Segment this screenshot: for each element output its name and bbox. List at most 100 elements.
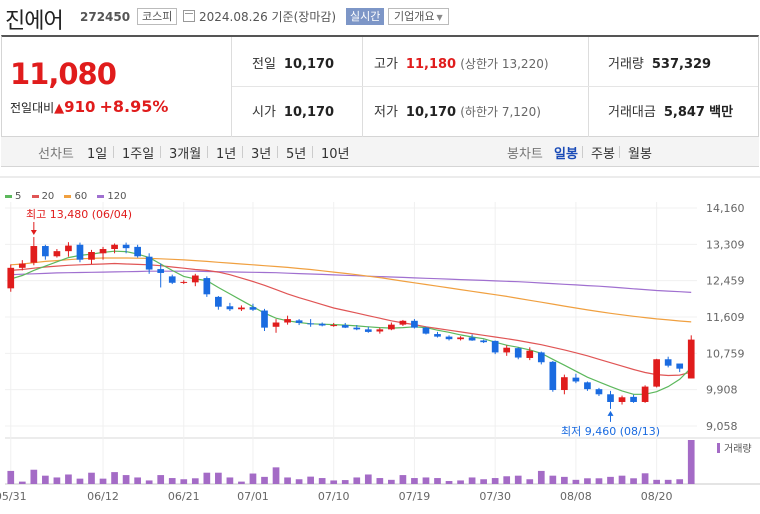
candle-body [676,363,684,369]
divider [619,146,620,158]
candle-body [168,276,176,283]
volume-bar [295,479,303,484]
volume-bar [491,478,499,484]
price-change: 전일대비▲910 +8.95% [10,97,168,116]
volume-bar [145,480,153,484]
volume-bar [180,479,188,484]
stock-header: 진에어 272450 코스피 2024.08.26 기준(장마감) 실시간 기업… [0,0,760,34]
candle-body [76,244,84,260]
candle-body [399,320,407,325]
divider [231,37,232,137]
ma5-line [10,250,692,395]
ma60-line [10,257,692,323]
divider [312,146,313,158]
legend-ma20: 20 [31,191,54,202]
volume-bar [422,477,430,484]
volume-bar [7,470,15,484]
candle-body [422,327,430,334]
divider [582,146,583,158]
volume-bar [537,470,545,484]
candle-body [99,249,107,254]
volume-bar [561,476,568,484]
candle-weekly[interactable]: 주봉 [591,147,615,162]
realtime-button[interactable]: 실시간 [346,8,385,25]
candle-body [572,377,580,382]
candle-body [157,269,165,273]
volume-bar [341,480,349,484]
x-tick-label: 06/12 [87,490,119,503]
volume-bar [134,477,141,484]
divider [113,146,114,158]
volume-bar [480,479,487,484]
range-3y[interactable]: 3년 [251,147,272,162]
volume-bar [687,440,695,484]
volume-bar [18,481,26,484]
stock-chart[interactable]: 5 20 60 120 14,160 13,309 12,459 11,609 10,7… [0,168,760,510]
prev-close: 전일 10,170 [252,53,334,72]
range-1w[interactable]: 1주일 [122,147,155,162]
candle-body [122,244,130,249]
volume-bar [549,475,557,484]
x-tick-label: 07/01 [237,490,269,503]
legend-ma5: 5 [5,191,21,202]
trade-amount: 거래대금 5,847 백만 [608,101,733,120]
company-overview-dropdown[interactable]: 기업개요 ▼ [388,8,449,25]
open-label: 시가 [252,105,276,120]
volume-bar [607,476,614,484]
range-1y[interactable]: 1년 [216,147,237,162]
volume-bar [122,475,130,484]
range-5y[interactable]: 5년 [286,147,307,162]
stock-name: 진에어 [5,9,64,34]
volume-bar [249,473,257,484]
volume-bar [353,477,361,484]
market-badge: 코스피 [137,8,178,25]
candle-body [203,278,211,295]
volume-bar [584,478,591,484]
range-10y[interactable]: 10년 [321,147,350,162]
open-price: 시가 10,170 [252,101,334,120]
high-label: 고가 [374,57,398,72]
volume-bar [284,477,291,484]
candle-chart-label: 봉차트 [507,147,543,162]
min-arrow-icon [607,410,614,416]
candle-body [641,386,649,402]
volume-legend-swatch [717,443,720,453]
amount-label: 거래대금 [608,105,656,120]
y-tick-label: 11,609 [706,311,745,324]
candle-body [145,256,153,270]
candle-body [480,340,487,343]
volume-bar [676,479,684,484]
volume-bar [272,467,280,484]
candle-body [261,310,268,328]
chart-toolbar: 선차트 1일 1주일 3개월 1년 3년 5년 10년 봉차트 일봉 주봉 월봉 [1,137,759,167]
prev-close-value: 10,170 [283,57,335,72]
volume-bar [572,479,580,484]
low-value: 10,170 [405,105,457,120]
volume-bar [457,480,464,484]
divider [277,146,278,158]
range-3m[interactable]: 3개월 [169,147,202,162]
candle-daily[interactable]: 일봉 [554,147,578,162]
max-arrow-icon [30,230,37,236]
range-1d[interactable]: 1일 [87,147,108,162]
candle-body [318,323,326,326]
current-price: 11,080 [10,57,117,91]
volume-bar [238,481,245,484]
volume-label: 거래량 [608,57,644,72]
x-tick-label: 05/31 [0,490,27,503]
candle-body [687,339,695,379]
candle-body [180,281,188,283]
change-amount: 910 [64,98,96,116]
y-tick-label: 14,160 [706,202,745,215]
diff-label: 전일대비 [10,101,55,115]
candle-monthly[interactable]: 월봉 [628,147,652,162]
candle-body [376,329,384,332]
volume-bar [388,479,395,484]
x-tick-label: 08/20 [641,490,673,503]
candle-body [595,389,603,395]
candle-body [307,323,314,325]
volume-bar [53,477,61,484]
volume-bar [364,474,372,484]
candle-body [491,340,499,353]
calendar-icon [183,10,195,22]
